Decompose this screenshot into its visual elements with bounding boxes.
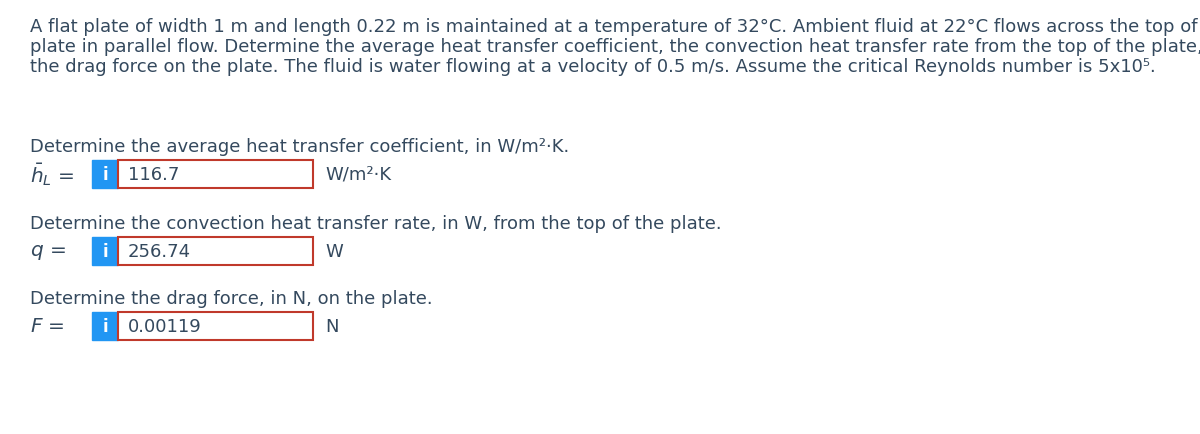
Text: N: N <box>325 317 338 335</box>
Text: Determine the average heat transfer coefficient, in W/m²·K.: Determine the average heat transfer coef… <box>30 138 569 156</box>
Text: Determine the convection heat transfer rate, in W, from the top of the plate.: Determine the convection heat transfer r… <box>30 214 721 233</box>
Text: i: i <box>102 166 108 184</box>
Text: $q$ =: $q$ = <box>30 242 66 261</box>
Text: i: i <box>102 317 108 335</box>
Text: 0.00119: 0.00119 <box>128 317 202 335</box>
Text: W/m²·K: W/m²·K <box>325 166 391 184</box>
Text: W: W <box>325 243 343 260</box>
FancyBboxPatch shape <box>118 161 313 188</box>
FancyBboxPatch shape <box>118 312 313 340</box>
FancyBboxPatch shape <box>92 312 118 340</box>
Text: the drag force on the plate. The fluid is water flowing at a velocity of 0.5 m/s: the drag force on the plate. The fluid i… <box>30 58 1156 76</box>
Text: A flat plate of width 1 m and length 0.22 m is maintained at a temperature of 32: A flat plate of width 1 m and length 0.2… <box>30 18 1200 36</box>
Text: i: i <box>102 243 108 260</box>
Text: 116.7: 116.7 <box>128 166 179 184</box>
FancyBboxPatch shape <box>92 237 118 265</box>
Text: $F$ =: $F$ = <box>30 317 65 336</box>
FancyBboxPatch shape <box>118 237 313 265</box>
Text: plate in parallel flow. Determine the average heat transfer coefficient, the con: plate in parallel flow. Determine the av… <box>30 38 1200 56</box>
Text: Determine the drag force, in N, on the plate.: Determine the drag force, in N, on the p… <box>30 289 433 307</box>
Text: $\bar{h}_L$ =: $\bar{h}_L$ = <box>30 161 74 188</box>
Text: 256.74: 256.74 <box>128 243 191 260</box>
FancyBboxPatch shape <box>92 161 118 188</box>
